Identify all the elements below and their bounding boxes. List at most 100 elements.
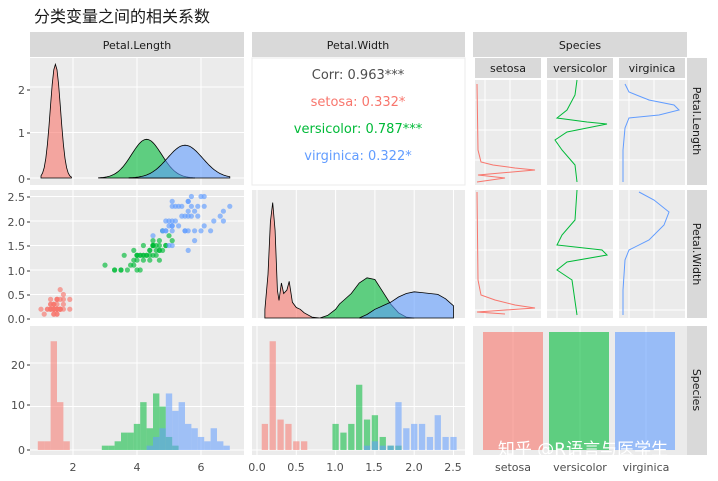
hist-bar-virginica bbox=[371, 441, 379, 450]
hist-bar-virginica bbox=[418, 423, 426, 450]
hist-bar-versicolor bbox=[108, 445, 115, 450]
x-tick: 2 bbox=[70, 461, 77, 474]
hist-bar-versicolor bbox=[363, 419, 371, 450]
point-virginica bbox=[198, 228, 204, 234]
strip-row-1 bbox=[687, 58, 707, 185]
hist-bar-setosa bbox=[269, 341, 276, 450]
hist-bar-virginica bbox=[411, 423, 418, 450]
y-tick: 0.0 bbox=[8, 313, 26, 326]
y-tick: 0 bbox=[18, 173, 25, 186]
x-tick: 2.5 bbox=[444, 461, 462, 474]
x-tick: 1.0 bbox=[326, 461, 344, 474]
hist-bar-virginica bbox=[146, 445, 153, 450]
bar-setosa bbox=[483, 332, 543, 450]
point-virginica bbox=[182, 228, 188, 234]
point-versicolor bbox=[156, 242, 162, 249]
y-tick: 0 bbox=[18, 444, 25, 457]
point-versicolor bbox=[137, 252, 143, 258]
point-virginica bbox=[172, 218, 178, 224]
hist-bar-versicolor bbox=[133, 423, 141, 450]
facet-versicolor-row2 bbox=[547, 189, 613, 318]
hist-bar-setosa bbox=[50, 341, 57, 450]
point-virginica bbox=[172, 203, 178, 209]
hist-bar-versicolor bbox=[379, 436, 386, 450]
hist-bar-virginica bbox=[210, 428, 217, 450]
density-petal-width bbox=[256, 190, 454, 319]
x-tick: versicolor bbox=[553, 461, 607, 474]
hist-bar-virginica bbox=[165, 393, 173, 450]
strip-col-2 bbox=[252, 32, 465, 57]
hist-bar-setosa bbox=[63, 441, 70, 450]
point-virginica bbox=[169, 228, 175, 234]
point-versicolor bbox=[144, 252, 150, 258]
point-setosa bbox=[41, 311, 47, 317]
hist-bar-virginica bbox=[153, 436, 160, 450]
point-virginica bbox=[185, 213, 191, 219]
x-tick: 4 bbox=[134, 461, 141, 474]
facet-setosa-row1 bbox=[475, 80, 541, 185]
hist-bar-virginica bbox=[403, 428, 410, 450]
y-tick: 10 bbox=[11, 399, 25, 412]
hist-bar-versicolor bbox=[371, 415, 379, 450]
point-virginica bbox=[179, 203, 185, 209]
x-tick: 2.0 bbox=[405, 461, 423, 474]
point-versicolor bbox=[160, 247, 166, 253]
hist-bar-versicolor bbox=[356, 384, 363, 450]
strip-col-3-label: Species bbox=[559, 39, 602, 52]
hist-bar-versicolor bbox=[127, 432, 134, 450]
point-versicolor bbox=[128, 262, 134, 268]
y-tick: 2.0 bbox=[8, 216, 26, 229]
hist-bar-virginica bbox=[204, 441, 211, 450]
strip-col-1-label: Petal.Length bbox=[103, 39, 172, 52]
hist-bar-setosa bbox=[37, 441, 45, 450]
hist-bar-virginica bbox=[185, 423, 192, 450]
point-virginica bbox=[192, 238, 198, 244]
density-line-virginica bbox=[622, 191, 670, 315]
point-versicolor bbox=[137, 267, 143, 273]
correlation-panel-bg bbox=[251, 57, 466, 186]
x-tick: 0.5 bbox=[287, 461, 305, 474]
hist-bar-versicolor bbox=[153, 393, 160, 450]
y-tick: 1 bbox=[18, 127, 25, 140]
point-versicolor bbox=[150, 242, 156, 249]
y-tick: 2 bbox=[18, 84, 25, 97]
x-ticks-col-1: 2 4 6 bbox=[70, 461, 205, 474]
strip-row-2-label: Petal.Width bbox=[690, 223, 703, 286]
x-tick: setosa bbox=[495, 461, 531, 474]
density-line-setosa bbox=[476, 191, 536, 315]
point-versicolor bbox=[147, 257, 153, 263]
point-virginica bbox=[188, 193, 194, 200]
point-setosa bbox=[54, 296, 60, 302]
point-versicolor bbox=[134, 257, 140, 263]
hist-bar-virginica bbox=[387, 445, 394, 450]
hist-bar-versicolor bbox=[348, 423, 355, 450]
point-virginica bbox=[220, 208, 226, 214]
hist-bar-setosa bbox=[57, 402, 64, 450]
point-virginica bbox=[220, 218, 226, 224]
x-tick: 0.0 bbox=[248, 461, 266, 474]
density-line-virginica bbox=[622, 83, 680, 182]
y-ticks-row-1: 2 1 0 bbox=[18, 84, 25, 186]
y-tick: 20 bbox=[11, 359, 25, 372]
scatter-width-vs-length bbox=[30, 190, 244, 320]
point-virginica bbox=[185, 208, 191, 214]
strip-col-2-label: Petal.Width bbox=[327, 39, 390, 52]
point-virginica bbox=[201, 193, 207, 200]
species-bar-panel bbox=[483, 326, 675, 455]
strip-versicolor-label: versicolor bbox=[553, 62, 607, 75]
point-virginica bbox=[208, 228, 214, 234]
point-virginica bbox=[201, 223, 207, 229]
point-virginica bbox=[195, 213, 201, 219]
hist-bar-virginica bbox=[197, 436, 205, 450]
density-virginica bbox=[359, 291, 454, 319]
strip-virginica-label: virginica bbox=[629, 62, 676, 75]
hist-petal-width bbox=[252, 326, 465, 455]
x-ticks-col-3: setosa versicolor virginica bbox=[495, 461, 669, 474]
y-tick: 1.5 bbox=[8, 240, 26, 253]
hist-bar-virginica bbox=[217, 441, 224, 450]
density-line-setosa bbox=[476, 83, 536, 183]
hist-bar-setosa bbox=[261, 423, 269, 450]
hist-bar-setosa bbox=[293, 441, 300, 450]
strip-setosa-label: setosa bbox=[490, 62, 526, 75]
